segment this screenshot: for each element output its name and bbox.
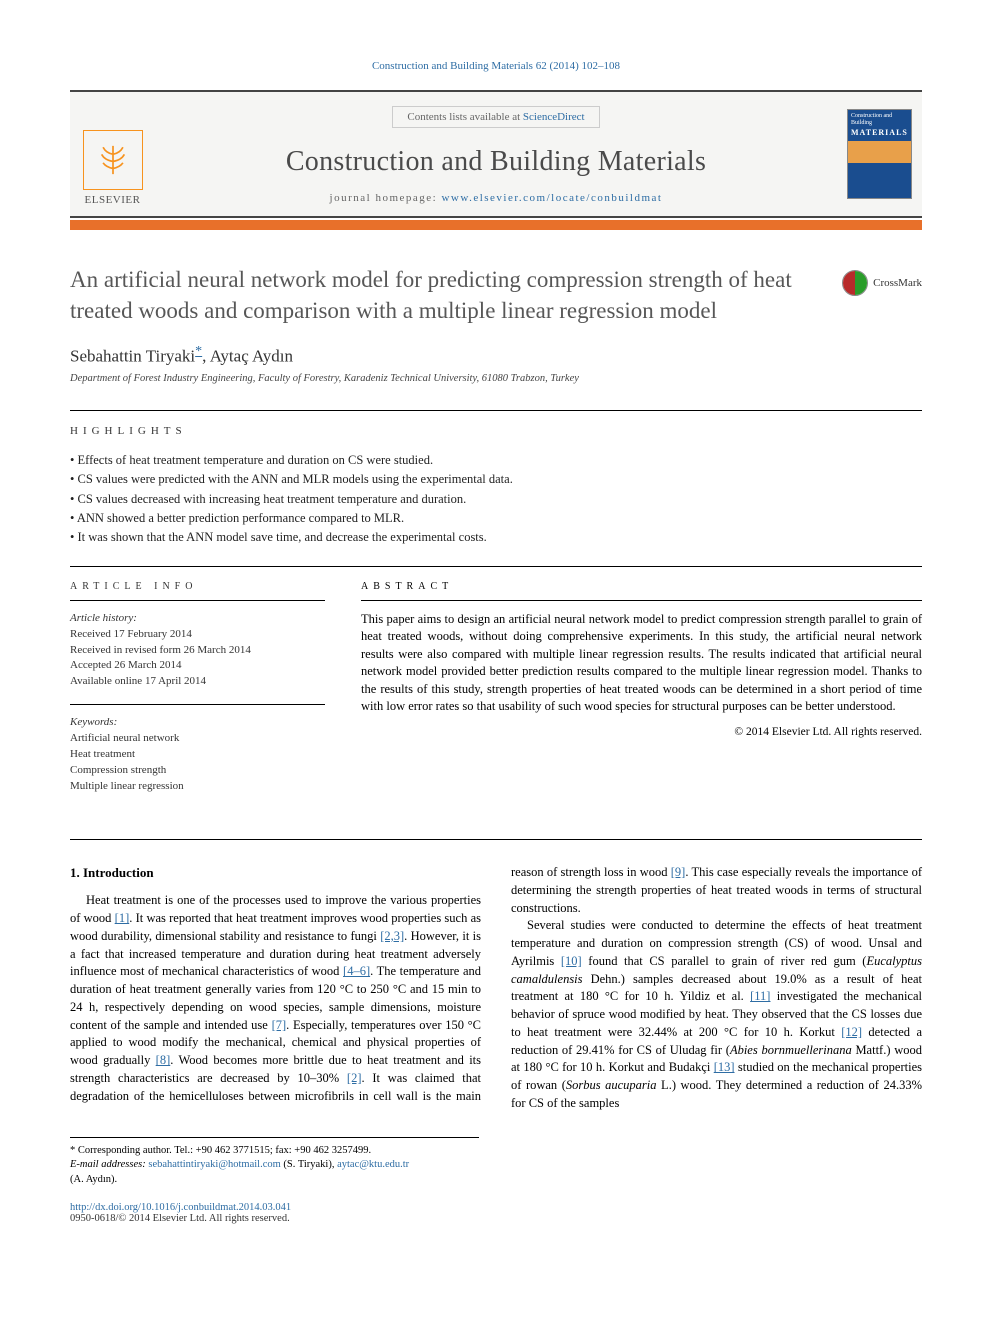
email-who: (A. Aydın). (70, 1174, 117, 1185)
highlight-item: CS values decreased with increasing heat… (70, 490, 922, 509)
abstract-col: ABSTRACT This paper aims to design an ar… (361, 581, 922, 809)
journal-homepage: journal homepage: www.elsevier.com/locat… (155, 192, 837, 204)
email-link[interactable]: aytac@ktu.edu.tr (337, 1159, 409, 1170)
highlight-item: ANN showed a better prediction performan… (70, 509, 922, 528)
highlights-block: HIGHLIGHTS Effects of heat treatment tem… (70, 425, 922, 548)
doi-link[interactable]: http://dx.doi.org/10.1016/j.conbuildmat.… (70, 1202, 291, 1213)
contents-available: Contents lists available at ScienceDirec… (392, 106, 599, 128)
keyword: Heat treatment (70, 747, 325, 763)
affiliation: Department of Forest Industry Engineerin… (70, 373, 922, 384)
doi-block: http://dx.doi.org/10.1016/j.conbuildmat.… (70, 1202, 922, 1224)
homepage-link[interactable]: www.elsevier.com/locate/conbuildmat (441, 192, 662, 204)
homepage-prefix: journal homepage: (330, 192, 442, 204)
issn-copyright: 0950-0618/© 2014 Elsevier Ltd. All right… (70, 1213, 290, 1224)
citation-link[interactable]: [1] (115, 911, 130, 925)
cover-materials-text: MATERIALS (851, 128, 908, 137)
publisher-block: ELSEVIER (70, 92, 155, 216)
highlight-item: Effects of heat treatment temperature an… (70, 451, 922, 470)
orange-rule (70, 220, 922, 230)
highlight-item: It was shown that the ANN model save tim… (70, 528, 922, 547)
corresponding-footnote: * Corresponding author. Tel.: +90 462 37… (70, 1144, 479, 1159)
species-name: Sorbus aucuparia (566, 1078, 657, 1092)
keyword: Multiple linear regression (70, 779, 325, 795)
citation-link[interactable]: [9] (671, 865, 686, 879)
citation-link[interactable]: [10] (561, 954, 582, 968)
text: found that CS parallel to grain of river… (582, 954, 867, 968)
history-head: Article history: (70, 611, 325, 627)
intro-heading: 1. Introduction (70, 864, 481, 882)
citation-link[interactable]: [11] (750, 989, 770, 1003)
history-line: Received in revised form 26 March 2014 (70, 643, 325, 659)
species-name: Abies bornmuellerinana (730, 1043, 852, 1057)
citation-link[interactable]: [4–6] (343, 964, 370, 978)
publisher-label: ELSEVIER (85, 194, 141, 206)
email-who: (S. Tiryaki), (281, 1159, 337, 1170)
history-line: Available online 17 April 2014 (70, 674, 325, 690)
citation-link[interactable]: [2] (347, 1071, 362, 1085)
journal-masthead: ELSEVIER Contents lists available at Sci… (70, 90, 922, 218)
text: . Wood becomes more brittle due to heat (170, 1053, 393, 1067)
email-link[interactable]: sebahattintiryaki@hotmail.com (148, 1159, 280, 1170)
citation-link[interactable]: [13] (714, 1060, 735, 1074)
contents-prefix: Contents lists available at (407, 111, 522, 123)
copyright-line: © 2014 Elsevier Ltd. All rights reserved… (361, 726, 922, 738)
footnotes: * Corresponding author. Tel.: +90 462 37… (70, 1137, 479, 1188)
author-line: Sebahattin Tiryaki*, Aytaç Aydın (70, 344, 922, 367)
abstract-text: This paper aims to design an artificial … (361, 611, 922, 716)
citation-link[interactable]: [12] (841, 1025, 862, 1039)
keyword: Artificial neural network (70, 731, 325, 747)
citation-link[interactable]: [2,3] (380, 929, 404, 943)
keyword: Compression strength (70, 763, 325, 779)
crossmark-label: CrossMark (873, 277, 922, 289)
sciencedirect-link[interactable]: ScienceDirect (523, 111, 585, 123)
email-footnote: E-mail addresses: sebahattintiryaki@hotm… (70, 1158, 479, 1187)
highlights-label: HIGHLIGHTS (70, 425, 922, 437)
author-2: , Aytaç Aydın (202, 347, 293, 366)
history-line: Received 17 February 2014 (70, 627, 325, 643)
body-columns: 1. Introduction Heat treatment is one of… (70, 864, 922, 1113)
author-1: Sebahattin Tiryaki (70, 347, 195, 366)
elsevier-tree-icon (83, 130, 143, 190)
highlight-item: CS values were predicted with the ANN an… (70, 470, 922, 489)
email-label: E-mail addresses: (70, 1159, 148, 1170)
intro-paragraph-2: Several studies were conducted to determ… (511, 917, 922, 1112)
rule-below-highlights (70, 566, 922, 567)
journal-cover-icon: Construction and Building MATERIALS (847, 109, 912, 199)
crossmark-icon (842, 270, 868, 296)
article-info-col: ARTICLE INFO Article history: Received 1… (70, 581, 325, 809)
abstract-label: ABSTRACT (361, 581, 922, 601)
keywords-block: Keywords: Artificial neural network Heat… (70, 715, 325, 795)
keywords-head: Keywords: (70, 715, 325, 731)
cover-thumb-wrap: Construction and Building MATERIALS (837, 92, 922, 216)
journal-name: Construction and Building Materials (155, 146, 837, 178)
cover-top-text: Construction and Building (851, 113, 908, 126)
paper-title: An artificial neural network model for p… (70, 264, 824, 326)
info-divider (70, 704, 325, 705)
article-info-label: ARTICLE INFO (70, 581, 325, 601)
top-citation: Construction and Building Materials 62 (… (70, 60, 922, 72)
article-history: Article history: Received 17 February 20… (70, 611, 325, 691)
rule-above-highlights (70, 410, 922, 411)
rule-above-body (70, 839, 922, 840)
citation-link[interactable]: [8] (156, 1053, 171, 1067)
citation-link[interactable]: [7] (272, 1018, 287, 1032)
history-line: Accepted 26 March 2014 (70, 658, 325, 674)
crossmark-widget[interactable]: CrossMark (842, 270, 922, 296)
